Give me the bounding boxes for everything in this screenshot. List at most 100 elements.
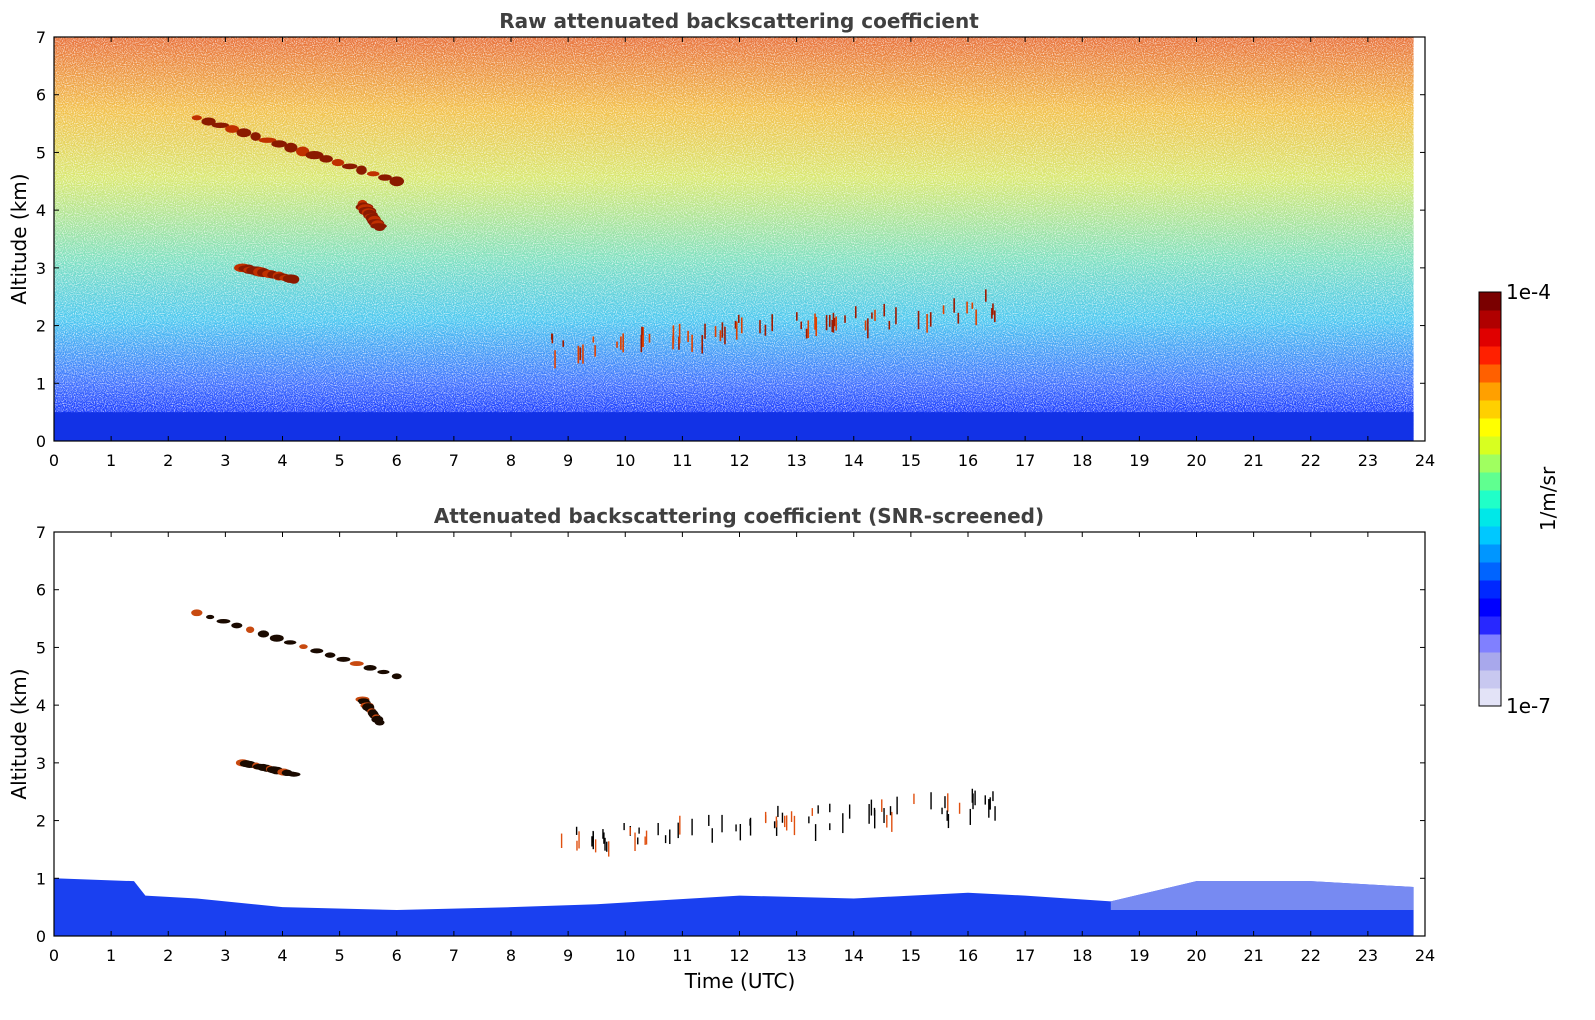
x-tick-label: 10: [615, 946, 635, 965]
cloud-mark: [749, 817, 752, 836]
cloud-mark: [917, 310, 920, 330]
cloud-mark: [883, 808, 885, 823]
x-tick-label: 14: [844, 946, 864, 965]
x-tick-label: 12: [729, 451, 749, 470]
x-tick-label: 13: [786, 451, 806, 470]
colorbar-step: [1479, 418, 1501, 437]
plot-frame: [53, 531, 1426, 937]
cloud-mark: [946, 810, 948, 821]
colorbar-step: [1479, 490, 1501, 509]
cloud-mark: [985, 289, 987, 302]
cloud-mark: [714, 326, 717, 338]
cloud-mark: [994, 310, 996, 323]
y-axis: 0 1 2 3 4 5 6 7: [36, 523, 1425, 946]
cloud-mark: [811, 808, 814, 816]
x-tick-label: 21: [1243, 451, 1263, 470]
cloud-mark: [835, 316, 837, 331]
x-tick-label: 20: [1186, 451, 1206, 470]
aerosol-layer-mark: [257, 630, 270, 638]
cloud-mark: [701, 335, 704, 354]
x-tick-label: 8: [506, 946, 516, 965]
cloud-mark: [551, 333, 553, 340]
colorbar-unit-label: 1/m/sr: [1536, 466, 1560, 531]
cloud-mark: [942, 305, 945, 315]
x-tick-label: 2: [163, 946, 173, 965]
x-tick-label: 16: [958, 946, 978, 965]
cloud-mark: [842, 813, 844, 834]
y-tick-label: 3: [36, 754, 46, 773]
cloud-mark: [592, 830, 594, 843]
cloud-mark: [971, 302, 974, 309]
cloud-mark: [947, 813, 950, 829]
x-axis: 0 1 2 3 4 5 6 7 8 9 10 11 12 13 14 15 16 17 18 19 20 21 22 23 24: [49, 37, 1435, 470]
colorbar-step: [1479, 346, 1501, 365]
cloud-mark: [648, 333, 651, 343]
x-tick-label: 20: [1186, 946, 1206, 965]
cloud-mark: [641, 326, 643, 336]
chart-title: Raw attenuated backscattering coefficien…: [499, 9, 979, 33]
x-tick-label: 6: [392, 946, 402, 965]
aerosol-layer-mark: [389, 176, 405, 187]
aerosol-layer-mark: [250, 132, 261, 141]
colorbar-step: [1479, 454, 1501, 473]
aerosol-layer-mark: [236, 128, 252, 138]
cloud-mark: [735, 824, 737, 832]
cloud-mark: [634, 832, 636, 852]
cloud-mark: [735, 321, 738, 340]
cloud-mark: [854, 306, 857, 319]
aerosol-layer-mark: [287, 772, 301, 777]
x-tick-label: 7: [449, 946, 459, 965]
cloud-mark: [724, 326, 726, 345]
colorbar-step: [1479, 544, 1501, 563]
cloud-mark: [764, 324, 767, 336]
x-tick-label: 4: [277, 451, 287, 470]
boundary-layer: [54, 878, 1414, 936]
aerosol-layer-mark: [246, 626, 255, 633]
y-tick-label: 7: [36, 523, 46, 542]
x-tick-label: 15: [901, 946, 921, 965]
cloud-mark: [591, 836, 593, 847]
aerosol-layer-mark: [231, 622, 243, 629]
cloud-mark: [604, 837, 606, 851]
cloud-mark: [781, 812, 784, 823]
x-tick-label: 10: [615, 451, 635, 470]
cloud-mark: [721, 814, 723, 833]
x-tick-label: 6: [392, 451, 402, 470]
cloud-mark: [620, 336, 622, 350]
aerosol-layer-mark: [283, 640, 297, 645]
cloud-mark: [941, 807, 943, 815]
cloud-mark: [829, 823, 831, 831]
x-tick-label: 14: [844, 451, 864, 470]
cloud-mark: [641, 328, 644, 347]
cloud-mark: [637, 837, 639, 845]
x-tick-label: 12: [729, 946, 749, 965]
aerosol-layer-mark: [378, 174, 392, 181]
y-tick-label: 4: [36, 201, 46, 220]
colorbar-gradient: [1479, 292, 1501, 707]
cloud-mark: [947, 793, 949, 812]
cloud-mark: [594, 839, 597, 853]
x-tick-label: 23: [1358, 451, 1378, 470]
cloud-mark: [645, 830, 648, 845]
cloud-mark: [603, 832, 605, 844]
cloud-mark: [679, 815, 681, 835]
cloud-mark: [616, 341, 618, 348]
cloud-mark: [765, 815, 767, 824]
cloud-mark: [984, 795, 986, 805]
cloud-mark: [972, 793, 974, 810]
cloud-mark: [739, 823, 742, 841]
cloud-mark: [623, 822, 625, 831]
cloud-mark: [560, 833, 563, 849]
cloud-mark: [771, 314, 774, 332]
cloud-mark: [873, 807, 876, 816]
cloud-mark: [554, 350, 556, 369]
x-tick-label: 3: [220, 946, 230, 965]
cloud-mark: [644, 836, 646, 845]
aerosol-layer-mark: [324, 652, 336, 658]
cloud-mark: [719, 330, 722, 342]
cloud-mark: [582, 344, 584, 364]
cloud-mark: [608, 841, 610, 857]
colorbar-step: [1479, 670, 1501, 689]
noise-speckle: [54, 37, 1414, 441]
y-tick-label: 4: [36, 696, 46, 715]
